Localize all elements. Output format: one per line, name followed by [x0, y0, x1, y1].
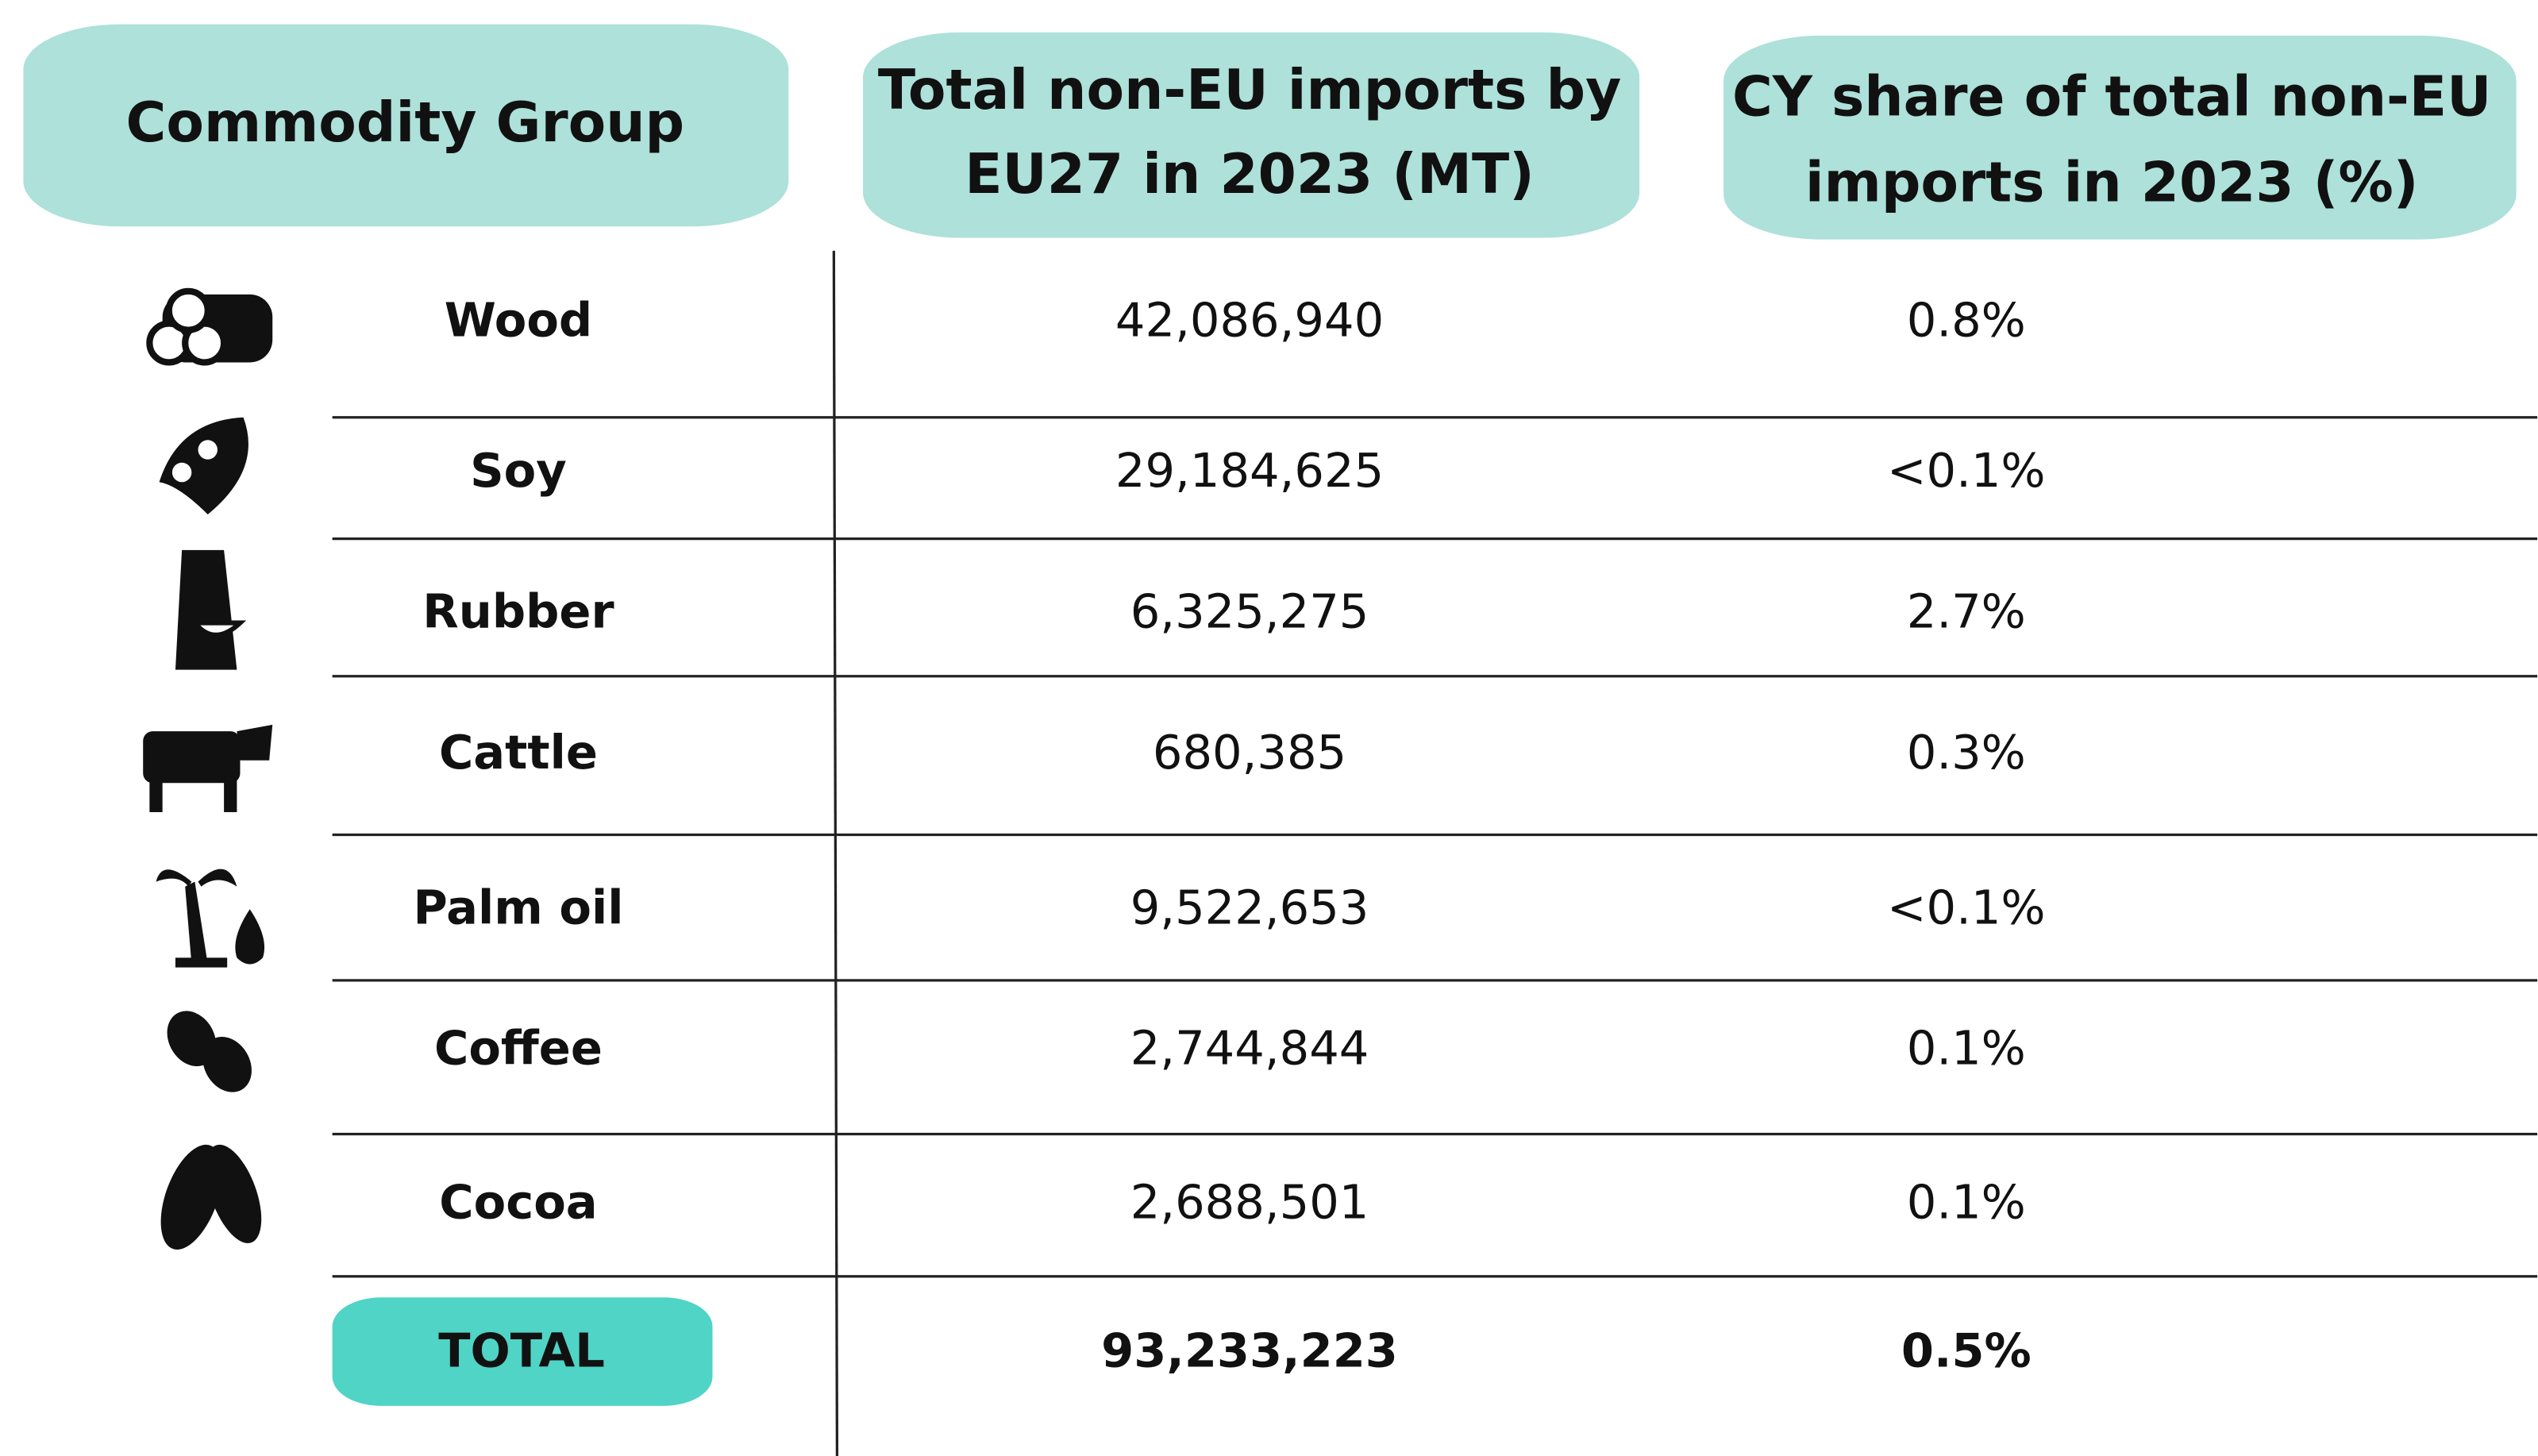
- cell-value: 2,688,501: [1130, 1174, 1369, 1229]
- header-text: Total non-EU imports by: [878, 59, 1621, 122]
- header-pill: [1723, 35, 2517, 240]
- total-value: 0.5%: [1901, 1323, 2032, 1378]
- cell-value: 42,086,940: [1115, 293, 1384, 348]
- cell-value: 29,184,625: [1115, 443, 1384, 498]
- cell-value: 2,744,844: [1130, 1021, 1369, 1076]
- cell-value: 0.1%: [1907, 1174, 2026, 1229]
- cell-value: <0.1%: [1887, 443, 2046, 498]
- header-text: Commodity Group: [126, 91, 685, 155]
- commodity-name: Rubber: [422, 584, 614, 638]
- commodity-name: Soy: [470, 443, 567, 498]
- palm-icon: [156, 869, 265, 968]
- cell-value: <0.1%: [1887, 880, 2046, 934]
- header-pill: [23, 24, 789, 227]
- commodity-name: Wood: [445, 293, 593, 348]
- wood-icon: [146, 287, 273, 366]
- commodity-name: Cattle: [439, 725, 598, 780]
- cocoa-icon: [160, 1144, 262, 1250]
- rubber-icon: [175, 549, 247, 670]
- coffee-icon: [167, 1011, 252, 1092]
- total-value: 93,233,223: [1101, 1323, 1398, 1378]
- total-label: TOTAL: [438, 1323, 605, 1378]
- icons: [143, 287, 273, 1250]
- cell-value: 9,522,653: [1130, 880, 1369, 934]
- cell-value: 680,385: [1153, 725, 1346, 780]
- commodity-name: Cocoa: [439, 1174, 597, 1229]
- commodity-name: Coffee: [434, 1021, 603, 1076]
- commodity-name: Palm oil: [413, 880, 623, 934]
- cell-value: 0.1%: [1907, 1021, 2026, 1076]
- soy-icon: [159, 417, 248, 515]
- cell-value: 0.3%: [1907, 725, 2026, 780]
- cell-value: 6,325,275: [1130, 584, 1369, 638]
- cattle-icon: [143, 724, 273, 812]
- header-text: imports in 2023 (%): [1805, 151, 2418, 214]
- column-divider: [832, 250, 839, 1456]
- cell-value: 0.8%: [1907, 293, 2026, 348]
- header-pill: [863, 32, 1640, 238]
- cell-value: 2.7%: [1907, 584, 2026, 638]
- header-text: CY share of total non-EU: [1732, 65, 2491, 129]
- total-pill: [332, 1297, 713, 1406]
- header-text: EU27 in 2023 (MT): [965, 143, 1535, 206]
